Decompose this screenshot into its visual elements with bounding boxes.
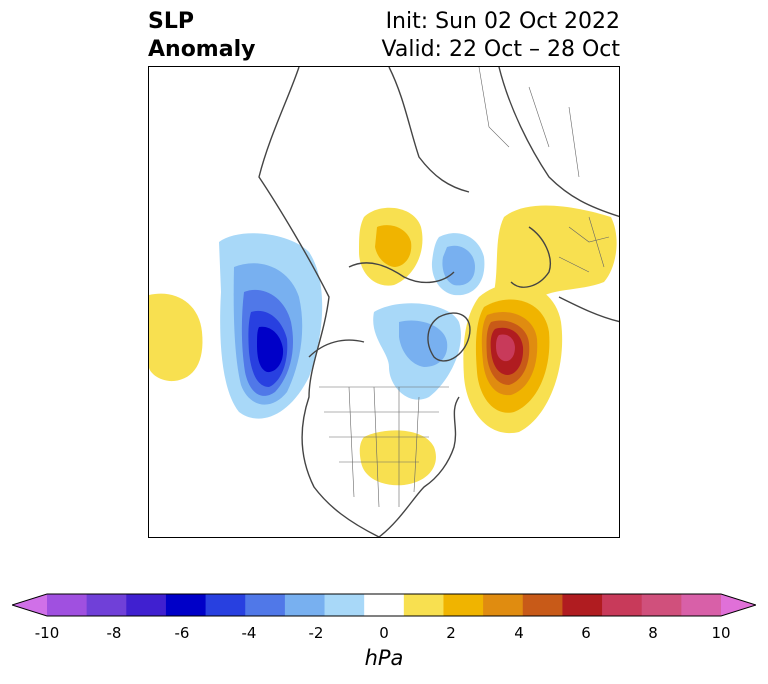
barents-low: [431, 233, 485, 296]
colorbar-cell: [126, 594, 167, 616]
canadian-arctic-low: [373, 303, 461, 400]
political-borders: [319, 67, 610, 508]
colorbar-extend-high: [721, 594, 756, 616]
forecast-dates: Init: Sun 02 Oct 2022 Valid: 22 Oct – 28…: [382, 8, 620, 64]
tick-label: -10: [34, 624, 60, 642]
gulf-of-alaska-low: [219, 233, 323, 419]
map-panel: [148, 66, 620, 538]
colorbar-cell: [364, 594, 405, 616]
tick-label: 0: [379, 624, 389, 642]
tick-label: -6: [174, 624, 190, 642]
colorbar-unit: hPa: [364, 646, 404, 670]
colorbar-cell: [324, 594, 365, 616]
pacific-high: [149, 293, 203, 382]
tick-label: 4: [514, 624, 524, 642]
colorbar: [12, 593, 756, 617]
colorbar-cell: [681, 594, 722, 616]
colorbar-cell: [483, 594, 524, 616]
map-title: SLP Anomaly: [148, 8, 255, 64]
init-date: Init: Sun 02 Oct 2022: [385, 9, 620, 34]
coastlines: [258, 67, 619, 537]
greenland-sea-high: [359, 207, 423, 286]
colorbar-cell: [443, 594, 484, 616]
colorbar-cell: [165, 594, 207, 616]
colorbar-outline: [12, 593, 756, 617]
title-line-2: Anomaly: [148, 37, 256, 62]
colorbar-cell: [522, 594, 563, 616]
anomaly-map: [149, 67, 619, 537]
tick-label: -2: [308, 624, 324, 642]
colorbar-cell: [47, 594, 88, 616]
colorbar-cell: [86, 594, 127, 616]
title-line-1: SLP: [148, 9, 194, 34]
colorbar-extend-low: [12, 594, 47, 616]
tick-label: 10: [711, 624, 731, 642]
tick-label: 6: [581, 624, 591, 642]
tick-label: 8: [648, 624, 658, 642]
colorbar-cell: [205, 594, 246, 616]
colorbar-cell: [403, 594, 444, 616]
colorbar-cell: [284, 594, 326, 616]
colorbar-cell: [245, 594, 286, 616]
colorbar-cell: [641, 594, 682, 616]
north-atlantic-high: [463, 283, 563, 434]
colorbar-cell: [602, 594, 643, 616]
valid-range: Valid: 22 Oct – 28 Oct: [381, 37, 620, 62]
tick-label: 2: [446, 624, 456, 642]
great-lakes-high: [359, 430, 436, 486]
tick-label: -8: [106, 624, 122, 642]
tick-label: -4: [241, 624, 257, 642]
colorbar-cell: [562, 594, 603, 616]
